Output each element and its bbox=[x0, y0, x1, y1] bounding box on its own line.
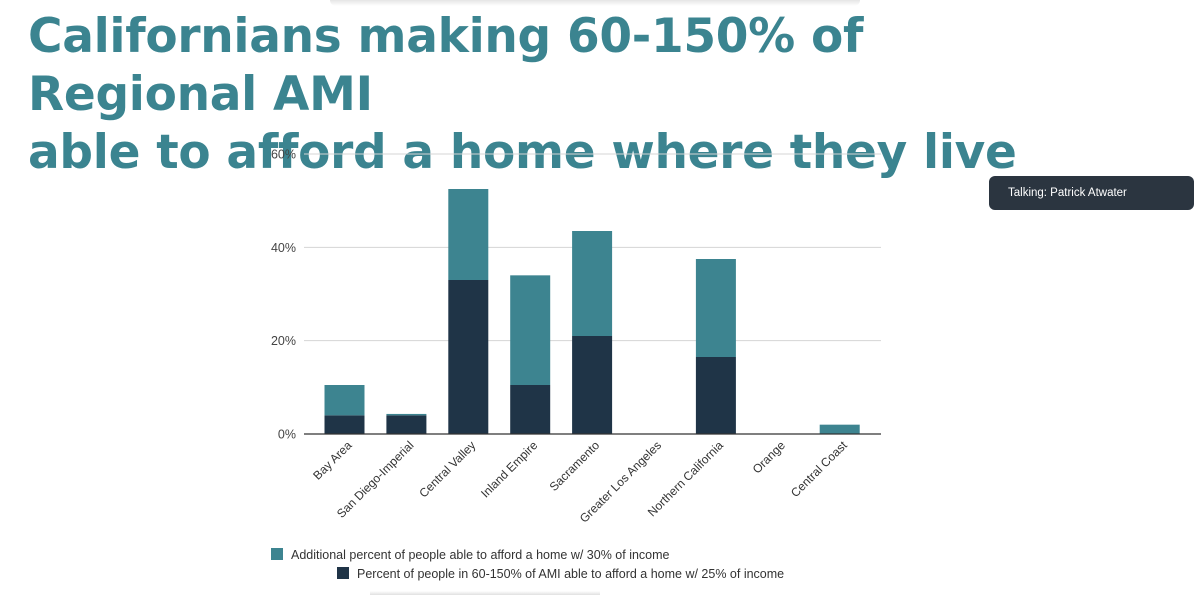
bar-segment-base bbox=[695, 357, 736, 434]
bar-segment-additional bbox=[572, 231, 613, 336]
bar-segment-additional bbox=[448, 189, 489, 280]
title-line-1: Californians making 60-150% of Regional … bbox=[28, 9, 864, 122]
legend-label-additional: Additional percent of people able to aff… bbox=[291, 548, 670, 562]
bar-segment-base bbox=[324, 415, 365, 434]
bar-segment-base bbox=[510, 385, 551, 434]
bar-segment-additional bbox=[695, 259, 736, 357]
legend-item-additional: Additional percent of people able to aff… bbox=[271, 548, 670, 562]
y-tick-label: 60% bbox=[271, 148, 296, 162]
legend-swatch-additional bbox=[271, 548, 283, 560]
title-line-2: able to afford a home where they live bbox=[28, 125, 1017, 180]
slide-title: Californians making 60-150% of Regional … bbox=[28, 8, 1028, 182]
x-tick-label: Central Coast bbox=[788, 438, 850, 500]
bar-segment-additional bbox=[510, 275, 551, 385]
bottom-shadow bbox=[370, 591, 600, 595]
x-tick-label: Inland Empire bbox=[478, 438, 540, 500]
legend-label-base: Percent of people in 60-150% of AMI able… bbox=[357, 567, 785, 581]
top-shadow bbox=[330, 0, 860, 6]
talking-indicator: Talking: Patrick Atwater bbox=[989, 176, 1194, 210]
bar-segment-base bbox=[386, 415, 427, 434]
y-tick-label: 40% bbox=[271, 241, 296, 255]
y-tick-label: 0% bbox=[278, 428, 296, 442]
y-tick-label: 20% bbox=[271, 334, 296, 348]
bar-segment-base bbox=[572, 336, 613, 434]
legend-item-base: Percent of people in 60-150% of AMI able… bbox=[337, 567, 784, 581]
legend-swatch-base bbox=[337, 567, 349, 579]
x-tick-label: Central Valley bbox=[416, 438, 478, 500]
bar-segment-base bbox=[448, 280, 489, 434]
bar-segment-additional bbox=[324, 385, 365, 416]
bar-segment-additional bbox=[386, 413, 427, 416]
bar-segment-additional bbox=[819, 424, 860, 434]
x-tick-label: Bay Area bbox=[310, 438, 355, 483]
x-tick-label: Sacramento bbox=[547, 438, 603, 494]
x-tick-label: Orange bbox=[750, 438, 788, 476]
